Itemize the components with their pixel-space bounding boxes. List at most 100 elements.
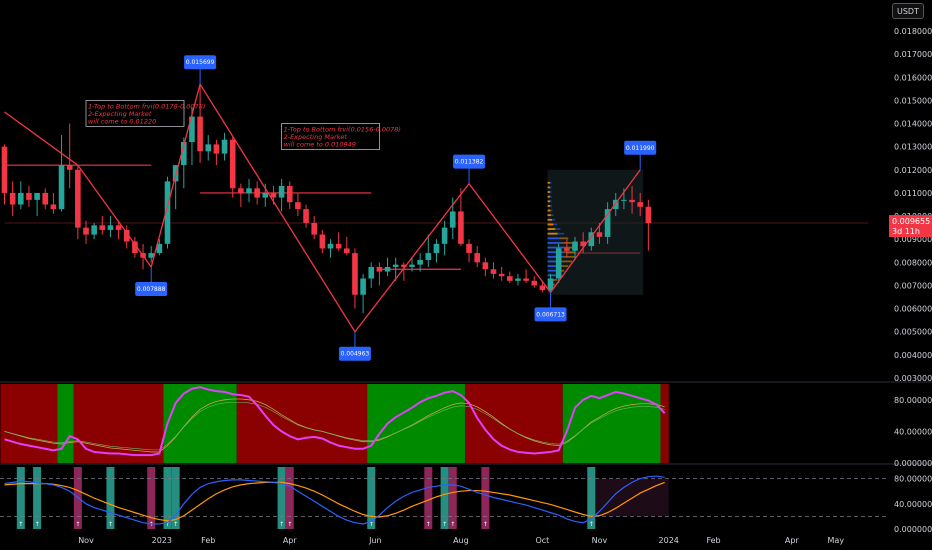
candle-body: [229, 139, 236, 189]
candle-body: [588, 232, 595, 247]
candle: [75, 165, 81, 240]
candle: [498, 266, 505, 281]
candle-body: [295, 202, 301, 210]
candle-body: [612, 199, 619, 210]
currency-badge[interactable]: USDT: [892, 3, 924, 19]
macd-signal-bar: ↑: [277, 467, 286, 529]
candle: [523, 269, 529, 284]
annotation-note: 1-Top to Bottom frvi(0.0178-0.0078)2-Exp…: [85, 100, 205, 127]
candle-body: [474, 253, 480, 263]
macd-arrow-symbol: ↑: [165, 521, 170, 528]
candle: [482, 257, 489, 277]
candle-body: [311, 223, 317, 235]
candle-body: [18, 192, 24, 205]
candle: [115, 220, 122, 240]
price-tick-label: 0.016000: [894, 73, 932, 82]
candle-body: [132, 241, 138, 254]
pivot-label-box: [135, 281, 168, 296]
candle-body: [604, 209, 611, 237]
pivot-label-text: 0.011990: [626, 145, 655, 152]
candle: [588, 227, 595, 251]
macd-signal-bar-fill: [33, 467, 42, 529]
volume-profile-bar: [550, 200, 552, 203]
oscillator-pane[interactable]: 80.000000 40.000000 0.000000: [0, 384, 932, 468]
volume-profile-bar: [547, 218, 552, 221]
candle-body: [123, 229, 130, 242]
candle: [9, 181, 16, 217]
pivot-label: 0.015699: [184, 55, 217, 85]
oscillator-zone: [0, 384, 58, 463]
macd-signal-bar-fill: [448, 467, 457, 529]
volume-profile-bar: [547, 209, 551, 212]
volume-profile-bar: [549, 191, 552, 193]
candle: [311, 216, 317, 240]
macd-signal-bar: ↑: [285, 467, 294, 529]
pivot-label-text: 0.006713: [536, 311, 565, 318]
volume-profile-bar: [563, 246, 575, 249]
candle: [580, 232, 586, 254]
macd-pane[interactable]: ↑↑↑↑↑↑↑↑↑↑↑↑↑↑↑80.00000040.0000000.00000…: [0, 467, 932, 534]
volume-profile-bar: [549, 181, 552, 184]
candle-body: [254, 188, 260, 198]
current-price-countdown: 3d 11h: [892, 227, 920, 236]
macd-signal-bar-fill: [285, 467, 294, 529]
candle-body: [344, 248, 350, 254]
volume-profile-bar: [550, 205, 552, 207]
candle: [352, 248, 358, 309]
time-axis-label: Apr: [785, 536, 800, 545]
candle-body: [466, 243, 472, 254]
candle: [156, 239, 163, 256]
volume-profile-bar: [547, 255, 564, 258]
candle-body: [319, 234, 326, 249]
macd-signal-bar-fill: [440, 467, 449, 529]
candle: [213, 139, 220, 166]
pivot-label: 0.007888: [135, 266, 168, 296]
volume-profile-bar: [547, 205, 551, 207]
candle-body: [482, 262, 489, 270]
candle: [401, 262, 407, 281]
candle-body: [246, 188, 252, 193]
macd-signal-bar-fill: [587, 467, 596, 529]
candle: [254, 181, 260, 205]
volume-profile-bar: [562, 260, 573, 263]
candle-body: [9, 192, 16, 205]
macd-signal-bar: ↑: [448, 467, 457, 529]
price-tick-label: 0.008000: [894, 258, 932, 267]
pivot-label-box: [624, 140, 657, 155]
price-pane[interactable]: 0.018000 0.017000 0.016000 0.015000 0.014000…: [0, 27, 932, 465]
volume-profile-bar: [559, 265, 569, 267]
candle-body: [238, 188, 244, 193]
oscillator-tick-label: 80.000000: [894, 396, 932, 405]
price-tick-label: 0.007000: [894, 281, 932, 290]
time-axis-label: Nov: [592, 536, 608, 545]
macd-signal-bar: ↑: [440, 467, 449, 529]
macd-signal-bar-fill: [424, 467, 433, 529]
volume-profile-bar: [547, 237, 560, 240]
pivot-label: 0.004963: [338, 331, 371, 361]
macd-arrow-symbol: ↑: [450, 521, 455, 528]
oscillator-zone: [562, 384, 661, 463]
candle: [229, 137, 236, 198]
price-tick-label: 0.004000: [894, 351, 932, 360]
time-axis: Nov 2023 Feb Apr Jun Aug Oct Nov 2024 Feb Apr May: [78, 536, 844, 545]
macd-signal-bar-fill: [171, 467, 180, 529]
time-axis-label: 2024: [659, 536, 679, 545]
candle-body: [50, 204, 57, 210]
annotation-note: 1-Top to Bottom frvi(0.0156-0.0078)2-Exp…: [281, 123, 401, 150]
macd-signal-bar-fill: [16, 467, 25, 529]
volume-profile-bar: [547, 181, 550, 184]
candle: [458, 188, 464, 247]
volume-profile-bar: [547, 232, 558, 235]
annotation-line: will come to 0.01220: [88, 117, 156, 125]
candle-body: [262, 192, 269, 198]
pivot-label: 0.006713: [534, 292, 567, 322]
oscillator-signal-line: [4, 398, 665, 453]
candle-body: [156, 243, 163, 254]
price-tick-label: 0.015000: [894, 96, 932, 105]
candle-body: [515, 278, 521, 281]
volume-profile-bar: [553, 279, 558, 281]
candle-body: [26, 192, 32, 200]
candle: [344, 236, 350, 256]
candle: [132, 236, 138, 258]
